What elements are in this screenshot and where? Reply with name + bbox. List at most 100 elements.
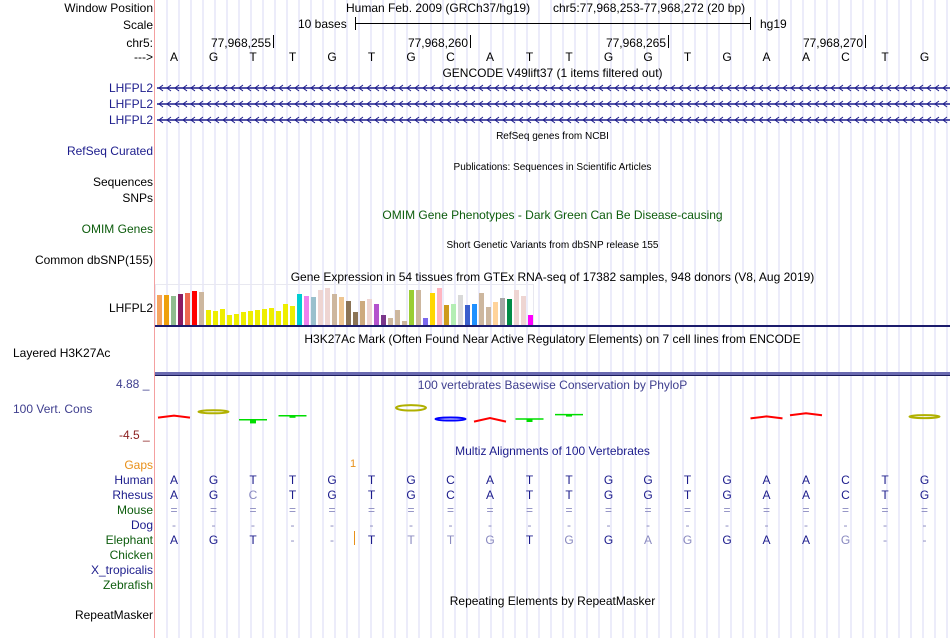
species-label[interactable]: Chicken — [109, 548, 153, 562]
gtex-tissue-bar[interactable] — [472, 304, 477, 326]
gtex-tissue-bar[interactable] — [185, 293, 190, 326]
strand-arrow-icon — [350, 84, 356, 92]
gtex-tissue-bar[interactable] — [248, 311, 253, 326]
gtex-tissue-bar[interactable] — [171, 296, 176, 326]
gtex-tissue-bar[interactable] — [283, 304, 288, 326]
gtex-tissue-bar[interactable] — [514, 290, 519, 326]
base-letter: T — [367, 50, 376, 64]
gtex-gene-label[interactable]: LHFPL2 — [108, 301, 153, 315]
alignment-base: = — [288, 503, 296, 517]
repeatmasker-track-label[interactable]: RepeatMasker — [74, 608, 153, 622]
gtex-tissue-bar[interactable] — [458, 295, 463, 326]
gtex-tissue-bar[interactable] — [360, 301, 365, 326]
gtex-tissue-bar[interactable] — [269, 308, 274, 326]
h3k27ac-track-label[interactable]: Layered H3K27Ac — [13, 346, 111, 360]
strand-arrow-icon — [526, 84, 532, 92]
species-label[interactable]: Zebrafish — [102, 578, 153, 592]
alignment-base: T — [683, 488, 692, 502]
gtex-tissue-bar[interactable] — [493, 302, 498, 326]
species-label[interactable]: Elephant — [105, 533, 153, 547]
gtex-tissue-bar[interactable] — [234, 314, 239, 326]
dbsnp-track-label[interactable]: Common dbSNP(155) — [34, 253, 153, 267]
gtex-tissue-bar[interactable] — [276, 311, 281, 326]
gtex-tissue-bar[interactable] — [388, 318, 393, 326]
strand-arrow-icon — [406, 100, 412, 108]
gtex-tissue-bar[interactable] — [227, 315, 232, 326]
alignment-base: A — [485, 488, 494, 502]
species-label[interactable]: X_tropicalis — [90, 563, 153, 577]
strand-arrow-icon — [854, 84, 860, 92]
gtex-tissue-bar[interactable] — [220, 309, 225, 326]
strand-arrow-icon — [518, 116, 524, 124]
gtex-tissue-bar[interactable] — [374, 304, 379, 326]
gencode-item-label[interactable]: LHFPL2 — [108, 113, 153, 127]
publications-snps-label[interactable]: SNPs — [122, 191, 153, 205]
gtex-tissue-bar[interactable] — [444, 305, 449, 326]
gtex-tissue-bar[interactable] — [318, 290, 323, 326]
gtex-tissue-bar[interactable] — [430, 293, 435, 326]
gtex-tissue-bar[interactable] — [304, 296, 309, 326]
gencode-item-label[interactable]: LHFPL2 — [108, 97, 153, 111]
phylop-track-label[interactable]: 100 Vert. Cons — [13, 402, 93, 416]
alignment-base: - — [448, 518, 453, 532]
species-label[interactable]: Human — [114, 473, 153, 487]
gtex-tissue-bar[interactable] — [437, 288, 442, 326]
gtex-tissue-bar[interactable] — [346, 301, 351, 326]
gtex-bar-chart[interactable] — [155, 284, 534, 326]
alignment-base: G — [643, 488, 653, 502]
gtex-tissue-bar[interactable] — [178, 294, 183, 326]
refseq-track-label[interactable]: RefSeq Curated — [66, 144, 153, 158]
strand-arrow-icon — [910, 116, 916, 124]
gencode-item-label[interactable]: LHFPL2 — [108, 81, 153, 95]
gtex-tissue-bar[interactable] — [395, 310, 400, 326]
gtex-tissue-bar[interactable] — [325, 288, 330, 326]
gtex-tissue-bar[interactable] — [528, 315, 533, 326]
gtex-tissue-bar[interactable] — [353, 312, 358, 326]
strand-arrow-icon — [206, 84, 212, 92]
species-label[interactable]: Dog — [130, 518, 153, 532]
species-label[interactable]: Mouse — [116, 503, 153, 517]
gtex-tissue-bar[interactable] — [255, 310, 260, 326]
gtex-tissue-bar[interactable] — [381, 315, 386, 326]
gtex-tissue-bar[interactable] — [262, 309, 267, 326]
gtex-tissue-bar[interactable] — [479, 293, 484, 326]
gtex-tissue-bar[interactable] — [192, 291, 197, 326]
gtex-tissue-bar[interactable] — [416, 290, 421, 326]
species-label[interactable]: Rhesus — [112, 488, 153, 502]
phylop-signal[interactable] — [155, 395, 950, 435]
strand-arrow-icon — [302, 116, 308, 124]
strand-arrow-icon — [646, 84, 652, 92]
alignment-base: G — [208, 533, 219, 547]
gtex-tissue-bar[interactable] — [241, 312, 246, 326]
gtex-tissue-bar[interactable] — [157, 295, 162, 326]
gtex-tissue-bar[interactable] — [486, 307, 491, 326]
gtex-tissue-bar[interactable] — [164, 295, 169, 326]
publications-sequences-label[interactable]: Sequences — [92, 175, 153, 189]
gencode-gene-features[interactable] — [155, 80, 950, 128]
gtex-tissue-bar[interactable] — [206, 310, 211, 326]
gtex-tissue-bar[interactable] — [500, 298, 505, 326]
strand-arrow-icon — [726, 84, 732, 92]
alignment-base: = — [683, 503, 691, 517]
gtex-tissue-bar[interactable] — [402, 321, 407, 326]
gtex-tissue-bar[interactable] — [409, 290, 414, 326]
gtex-tissue-bar[interactable] — [213, 311, 218, 326]
gtex-tissue-bar[interactable] — [521, 296, 526, 326]
gtex-tissue-bar[interactable] — [332, 294, 337, 326]
gtex-tissue-bar[interactable] — [465, 305, 470, 326]
strand-arrow-icon — [494, 100, 500, 108]
gtex-tissue-bar[interactable] — [451, 304, 456, 326]
gtex-tissue-bar[interactable] — [311, 297, 316, 326]
gtex-tissue-bar[interactable] — [423, 318, 428, 326]
strand-arrow-icon — [598, 100, 604, 108]
gtex-tissue-bar[interactable] — [507, 299, 512, 326]
alignment-base: = — [249, 503, 257, 517]
strand-arrow-icon — [894, 84, 900, 92]
gtex-tissue-bar[interactable] — [199, 292, 204, 326]
strand-arrow-icon — [662, 84, 668, 92]
gtex-tissue-bar[interactable] — [339, 297, 344, 326]
gtex-tissue-bar[interactable] — [297, 294, 302, 326]
gtex-tissue-bar[interactable] — [290, 306, 295, 326]
gtex-tissue-bar[interactable] — [367, 299, 372, 326]
omim-track-label[interactable]: OMIM Genes — [81, 222, 153, 236]
